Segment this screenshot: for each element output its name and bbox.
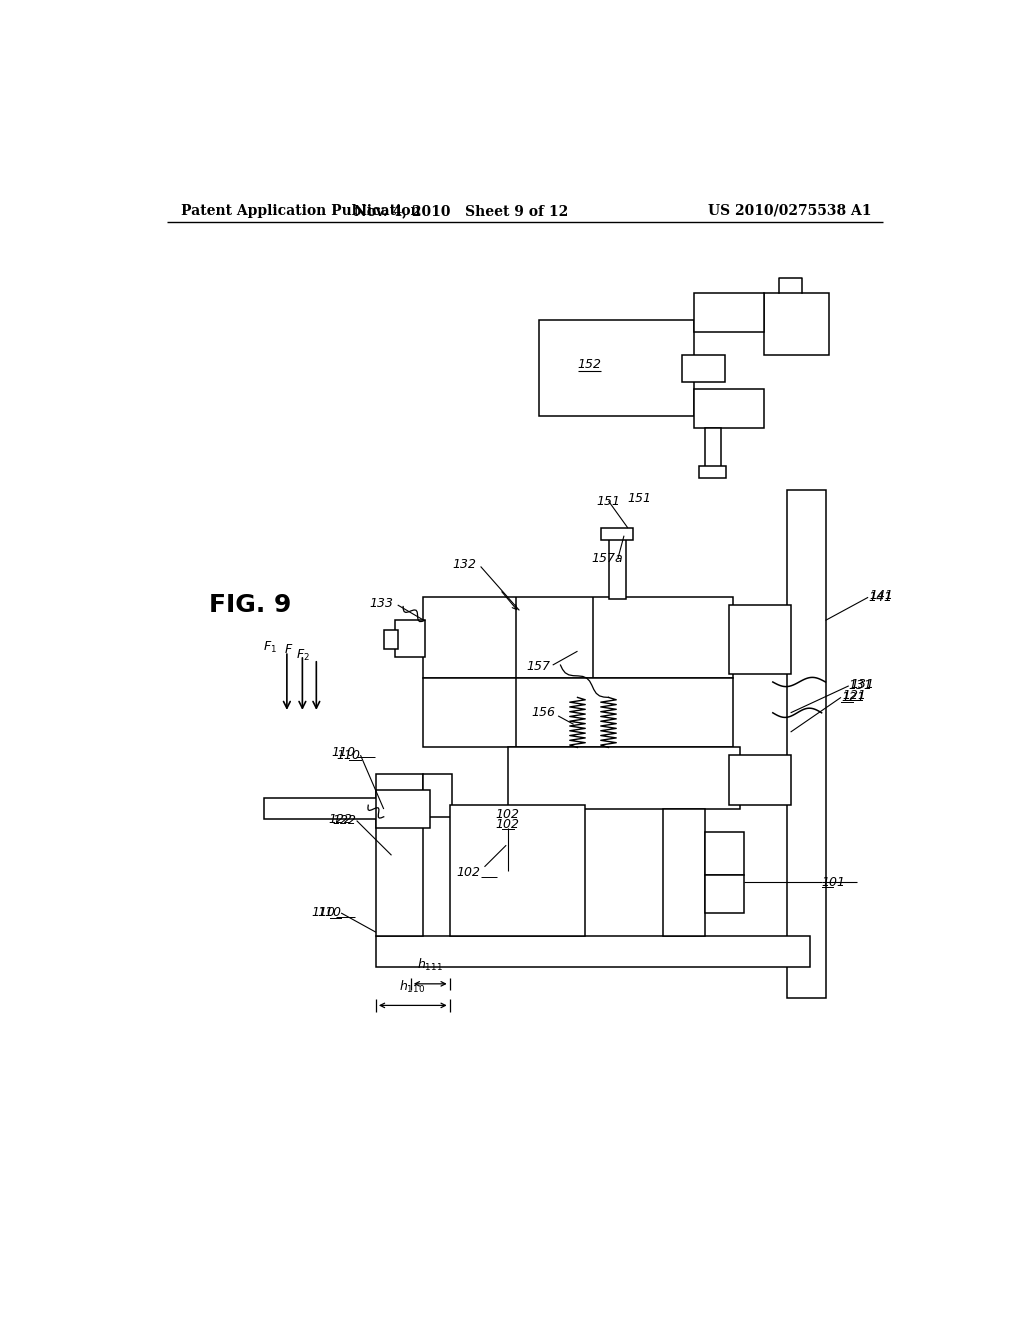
Text: 122: 122: [329, 813, 352, 825]
Text: 133: 133: [369, 597, 393, 610]
Bar: [682, 355, 725, 381]
Bar: [706, 874, 744, 913]
Bar: [706, 428, 721, 474]
Bar: [663, 809, 706, 936]
Text: Patent Application Publication: Patent Application Publication: [180, 203, 420, 218]
Text: 121: 121: [843, 689, 866, 702]
Bar: [601, 528, 633, 540]
Bar: [729, 755, 791, 805]
Text: 101: 101: [821, 875, 846, 888]
Text: 151: 151: [628, 492, 652, 506]
Text: Nov. 4, 2010   Sheet 9 of 12: Nov. 4, 2010 Sheet 9 of 12: [354, 203, 568, 218]
Bar: [423, 597, 732, 678]
Bar: [764, 293, 829, 355]
Bar: [608, 536, 626, 599]
Bar: [786, 490, 825, 998]
Bar: [706, 832, 744, 874]
Text: 131: 131: [849, 680, 872, 693]
Text: FIG. 9: FIG. 9: [209, 593, 292, 616]
Bar: [508, 747, 740, 809]
Text: 102: 102: [496, 808, 520, 821]
Bar: [539, 321, 693, 416]
Bar: [729, 605, 791, 675]
Bar: [423, 775, 452, 817]
Text: 157a: 157a: [592, 552, 623, 565]
Bar: [699, 466, 726, 478]
Text: 157: 157: [526, 660, 550, 673]
Text: 102: 102: [457, 866, 480, 879]
Text: 132: 132: [453, 557, 477, 570]
Bar: [693, 389, 764, 428]
Text: 110: 110: [311, 907, 336, 920]
Text: 151: 151: [597, 495, 621, 508]
Bar: [376, 789, 430, 829]
Bar: [384, 630, 397, 649]
Text: 156: 156: [531, 706, 555, 719]
Text: 110: 110: [337, 748, 360, 762]
Text: $F$: $F$: [284, 643, 293, 656]
Text: 110: 110: [332, 746, 356, 759]
Bar: [376, 775, 423, 936]
Text: 122: 122: [333, 814, 356, 828]
Bar: [423, 678, 732, 747]
Bar: [450, 805, 586, 936]
Text: $F_2$: $F_2$: [296, 648, 310, 663]
Text: 152: 152: [578, 358, 601, 371]
Text: $h_{111}$: $h_{111}$: [418, 957, 443, 973]
Text: $F_1$: $F_1$: [263, 640, 276, 655]
Bar: [263, 797, 380, 818]
Text: US 2010/0275538 A1: US 2010/0275538 A1: [709, 203, 872, 218]
Text: $h_{110}$: $h_{110}$: [399, 978, 425, 995]
Text: 141: 141: [868, 591, 892, 603]
Bar: [693, 293, 764, 331]
Text: 141: 141: [869, 589, 894, 602]
Text: 102: 102: [496, 818, 520, 832]
Bar: [395, 620, 425, 657]
Text: 121: 121: [841, 690, 865, 704]
Bar: [376, 936, 810, 966]
Text: 131: 131: [850, 677, 874, 690]
Text: 110: 110: [317, 907, 341, 920]
